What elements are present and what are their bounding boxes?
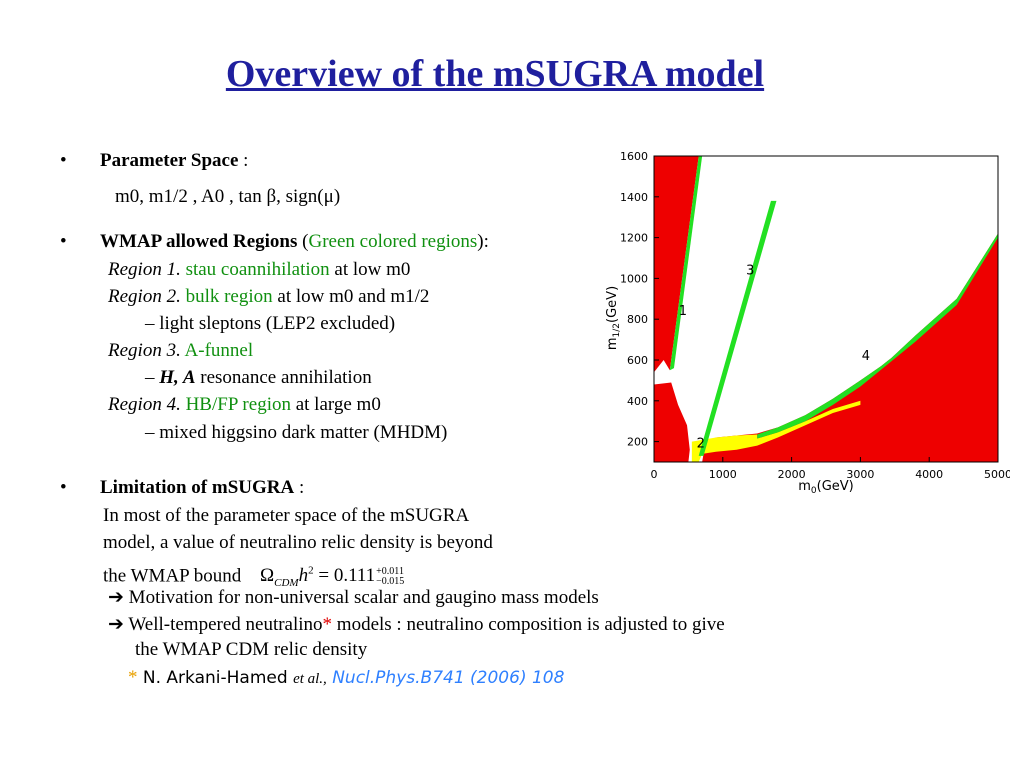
region-2-rest: at low m0 and m1/2: [272, 286, 430, 307]
citation-star: *: [128, 667, 138, 688]
wmap-paren-close: ):: [477, 231, 489, 252]
param-space-label: Parameter Space: [100, 150, 239, 171]
bullet-glyph: •: [60, 231, 67, 252]
region-1-line: Region 1. stau coannihilation at low m0: [108, 259, 410, 281]
citation-author: N. Arkani-Hamed: [137, 668, 294, 688]
citation-etal: et al.,: [293, 671, 327, 687]
omega-symbol: Ω: [260, 565, 275, 587]
excluded-region-left: [654, 156, 699, 462]
msugra-parameter-plot: 1 2 3 4 0 1000 2000 3000 4000 5000 200 400 600 800 10…: [605, 150, 1010, 496]
region-4-term: HB/FP region: [185, 394, 291, 415]
excluded-region-left-low: [654, 382, 690, 462]
arrow-line-1-text: Motivation for non-universal scalar and …: [128, 587, 599, 608]
arrow-line-2-text: Well-tempered neutralino: [128, 614, 323, 635]
wmap-region-3: [698, 200, 777, 456]
region-3-name: Region 3.: [108, 340, 181, 361]
relic-density-formula: ΩCDMh2 = 0.111+0.011 −0.015: [260, 565, 405, 590]
uncertainty-down: −0.015: [376, 575, 405, 587]
footnote-star-marker: *: [322, 614, 333, 635]
arrow-line-2-rest: models : neutralino composition is adjus…: [332, 614, 725, 635]
slide-title: Overview of the mSUGRA model: [225, 53, 765, 95]
region-3-line: Region 3. A-funnel: [108, 340, 253, 362]
omega-subscript: CDM: [274, 577, 299, 590]
region-4-sub: – mixed higgsino dark matter (MHDM): [145, 422, 448, 443]
wmap-paren-text: Green colored regions: [308, 231, 478, 252]
plot-frame: [653, 155, 999, 463]
region-3-term: A-funnel: [184, 340, 254, 361]
x-axis-label-unit: (GeV): [817, 479, 854, 494]
y-axis-label-m: m: [605, 337, 620, 350]
region-3-sub-rest: resonance annihilation: [195, 367, 372, 388]
param-space-suffix: :: [238, 150, 249, 171]
citation: * N. Arkani-Hamed et al., Nucl.Phys.B741…: [128, 667, 564, 690]
wmap-region-1: [669, 156, 703, 371]
region-2-name: Region 2.: [108, 286, 181, 307]
region-2-term: bulk region: [185, 286, 273, 307]
region-label-3: 3: [746, 263, 754, 278]
bullet-glyph: •: [60, 150, 67, 171]
region-label-1: 1: [679, 304, 687, 319]
x-axis-label-m: m: [798, 479, 811, 494]
wmap-label: WMAP allowed Regions: [100, 231, 298, 252]
region-4-name: Region 4.: [108, 394, 181, 415]
region-4-line: Region 4. HB/FP region at large m0: [108, 394, 381, 416]
formula-value: = 0.111: [313, 565, 376, 587]
region-1-rest: at low m0: [329, 259, 411, 280]
h-symbol: h: [298, 565, 309, 587]
x-tick-label: 4000: [915, 468, 943, 481]
formula-uncertainty: +0.011 −0.015: [376, 565, 405, 587]
y-tick-label: 800: [627, 313, 648, 326]
arrow-icon: ➔: [108, 614, 124, 635]
region-4-rest: at large m0: [290, 394, 381, 415]
wmap-paren-open: (: [297, 231, 309, 252]
region-3-sub-bold: H, A: [159, 367, 196, 388]
excluded-region-right: [702, 233, 998, 462]
arrow-line-1: ➔ Motivation for non-universal scalar an…: [108, 587, 599, 609]
y-axis-label: m1/2(GeV): [605, 286, 622, 350]
param-space-heading: Parameter Space :: [100, 150, 248, 172]
limitation-label: Limitation of mSUGRA: [100, 477, 295, 498]
limitation-line-2: model, a value of neutralino relic densi…: [103, 532, 493, 553]
region-3-sub: – H, A resonance annihilation: [145, 367, 372, 389]
limitation-line-3: the WMAP bound ΩCDMh2 = 0.111+0.011 −0.01…: [103, 560, 404, 594]
param-space-formula: m0, m1/2 , A0 , tan β, sign(μ): [115, 186, 341, 207]
y-tick-label: 1000: [620, 272, 648, 285]
arrow-line-2-cont: the WMAP CDM relic density: [135, 639, 368, 660]
region-1-term: stau coannihilation: [185, 259, 330, 280]
x-tick-label: 2000: [778, 468, 806, 481]
arrow-line-2: ➔ Well-tempered neutralino* models : neu…: [108, 614, 725, 636]
y-tick-label: 200: [627, 436, 648, 449]
uncertainty-up: +0.011: [376, 565, 404, 577]
y-tick-label: 600: [627, 354, 648, 367]
bullet-glyph: •: [60, 477, 67, 498]
x-tick-label: 3000: [846, 468, 874, 481]
y-tick-label: 1400: [620, 191, 648, 204]
lep2-region: [691, 400, 861, 462]
h-exponent: 2: [308, 565, 314, 577]
region-2-line: Region 2. bulk region at low m0 and m1/2: [108, 286, 429, 308]
region-3-sub-prefix: –: [145, 367, 160, 388]
region-label-4: 4: [862, 349, 870, 364]
x-axis-label: m0(GeV): [798, 479, 854, 496]
region-1-name: Region 1.: [108, 259, 181, 280]
region-label-2: 2: [697, 437, 705, 452]
x-tick-label: 0: [651, 468, 658, 481]
y-tick-label: 400: [627, 395, 648, 408]
y-axis-label-sub: 1/2: [612, 323, 622, 337]
limitation-line-1: In most of the parameter space of the mS…: [103, 505, 470, 526]
limitation-line-3-text: the WMAP bound: [103, 565, 242, 587]
x-axis-label-sub: 0: [811, 486, 817, 496]
x-tick-label: 1000: [709, 468, 737, 481]
y-axis-label-unit: (GeV): [605, 286, 620, 323]
limitation-suffix: :: [294, 477, 305, 498]
region-2-sub: – light sleptons (LEP2 excluded): [145, 313, 396, 334]
citation-journal: Nucl.Phys.B741 (2006) 108: [326, 668, 565, 688]
x-tick-label: 5000: [984, 468, 1010, 481]
y-tick-label: 1200: [620, 232, 648, 245]
y-tick-label: 1600: [620, 150, 648, 163]
limitation-heading: Limitation of mSUGRA :: [100, 477, 304, 499]
arrow-icon: ➔: [108, 587, 124, 608]
wmap-heading: WMAP allowed Regions (Green colored regi…: [100, 231, 489, 253]
